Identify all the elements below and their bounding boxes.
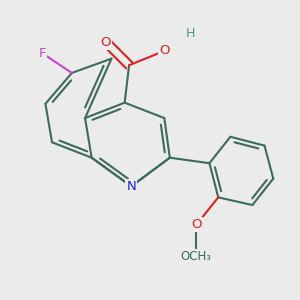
Text: O: O	[101, 36, 111, 49]
Text: O: O	[191, 218, 202, 231]
Text: F: F	[38, 46, 46, 60]
Text: OCH₃: OCH₃	[181, 250, 212, 263]
Text: H: H	[186, 27, 195, 40]
Text: O: O	[159, 44, 169, 57]
Text: N: N	[126, 180, 136, 193]
